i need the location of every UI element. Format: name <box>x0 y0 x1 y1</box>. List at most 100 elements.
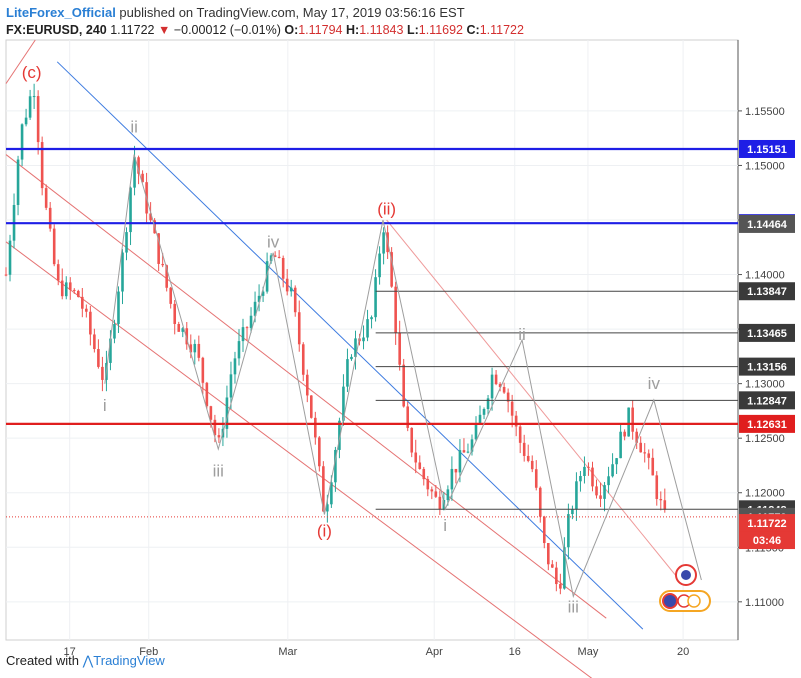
symbol-name: FX:EURUSD, 240 <box>6 23 107 37</box>
candle-body <box>285 278 289 292</box>
candle-body <box>663 500 667 510</box>
candle-body <box>93 334 96 350</box>
y-tick-label: 1.13000 <box>745 379 785 391</box>
candle-body <box>382 232 385 254</box>
candle-body <box>330 482 333 505</box>
candle-body <box>599 495 602 499</box>
candle-body <box>498 384 502 387</box>
plot-area[interactable] <box>5 39 739 641</box>
candle-body <box>530 460 534 470</box>
candle-body <box>450 468 454 490</box>
candle-body <box>555 567 558 585</box>
candle-body <box>571 509 574 515</box>
x-tick-label: Feb <box>139 646 158 658</box>
candle-body <box>595 486 598 496</box>
wave-label: iv <box>648 374 661 393</box>
candle-body <box>354 338 357 357</box>
y-tick-label: 1.12000 <box>745 488 785 500</box>
candle-body <box>406 406 410 428</box>
x-tick-label: 16 <box>509 646 521 658</box>
candle-body <box>36 96 40 143</box>
price-label-box <box>739 282 795 301</box>
candle-body <box>398 332 401 365</box>
candle-body <box>305 374 309 396</box>
candle-body <box>659 499 663 501</box>
candle-body <box>277 256 281 258</box>
price-label-box <box>739 514 795 533</box>
candle-body <box>109 338 112 363</box>
candle-body <box>20 124 24 160</box>
candle-body <box>362 337 365 342</box>
author-name[interactable]: LiteForex_Official <box>6 5 116 20</box>
candle-body <box>257 295 261 302</box>
wave-label: ii <box>518 325 526 344</box>
price-label: 1.12847 <box>747 395 787 407</box>
candle-body <box>265 261 269 292</box>
candle-body <box>301 344 305 375</box>
candle-body <box>506 392 510 402</box>
candle-body <box>149 213 152 221</box>
candle-body <box>538 487 542 517</box>
candle-body <box>470 439 474 452</box>
open-label: O: <box>284 23 299 37</box>
candle-body <box>438 496 442 510</box>
candle-body <box>647 453 651 458</box>
wave-label: (ii) <box>377 200 396 219</box>
candle-body <box>458 450 462 473</box>
candle-body <box>16 159 20 205</box>
x-tick-label: 17 <box>64 646 76 658</box>
price-label: 1.12631 <box>747 419 787 431</box>
candle-body <box>522 442 526 456</box>
candle-body <box>101 366 104 380</box>
candle-body <box>173 303 177 325</box>
price-label-box <box>739 391 795 410</box>
price-label-box <box>739 214 795 233</box>
candlesticks <box>4 83 667 595</box>
candle-body <box>185 328 189 345</box>
candle-body <box>502 386 506 393</box>
candle-body <box>121 252 124 292</box>
candle-body <box>117 291 120 325</box>
candle-body <box>534 469 538 488</box>
candle-body <box>293 287 297 313</box>
price-label: 1.14464 <box>747 219 788 231</box>
candle-body <box>643 452 647 454</box>
candle-body <box>44 188 48 208</box>
candle-body <box>547 543 550 565</box>
last-price: 1.11722 <box>110 23 155 37</box>
countdown-label: 03:46 <box>753 535 781 547</box>
candle-body <box>374 277 377 318</box>
candle-body <box>241 327 245 342</box>
flag-icon <box>662 593 678 609</box>
wave-label: (i) <box>317 521 332 540</box>
candle-body <box>181 328 185 332</box>
footer: Created with ⋀TradingView <box>6 653 165 669</box>
candle-body <box>129 187 132 233</box>
candle-body <box>418 462 422 469</box>
candle-body <box>346 359 349 387</box>
candle-body <box>338 420 341 450</box>
horizontal-levels <box>6 147 738 518</box>
candle-body <box>8 240 12 275</box>
candle-body <box>342 386 345 421</box>
price-labels: 1.151511.144711.144641.138471.134651.131… <box>739 139 795 550</box>
candle-body <box>474 423 478 440</box>
candle-body <box>141 173 144 183</box>
candle-body <box>213 419 217 436</box>
published-text: published on TradingView.com, May 17, 20… <box>115 5 465 20</box>
high-value: 1.11843 <box>359 23 404 37</box>
candle-body <box>526 455 530 461</box>
wave-label: i <box>443 516 447 535</box>
candle-body <box>245 327 249 329</box>
y-tick-label: 1.15000 <box>745 160 785 172</box>
candle-body <box>133 157 136 188</box>
tradingview-brand[interactable]: TradingView <box>93 653 165 668</box>
event-icon <box>687 594 701 608</box>
candle-body <box>627 407 630 437</box>
candle-body <box>446 489 450 501</box>
candle-body <box>414 452 418 463</box>
wave-pattern-line <box>104 154 702 599</box>
time-axis[interactable]: 17 Feb Mar Apr 16 May 20 <box>64 646 690 658</box>
candle-body <box>60 280 64 297</box>
